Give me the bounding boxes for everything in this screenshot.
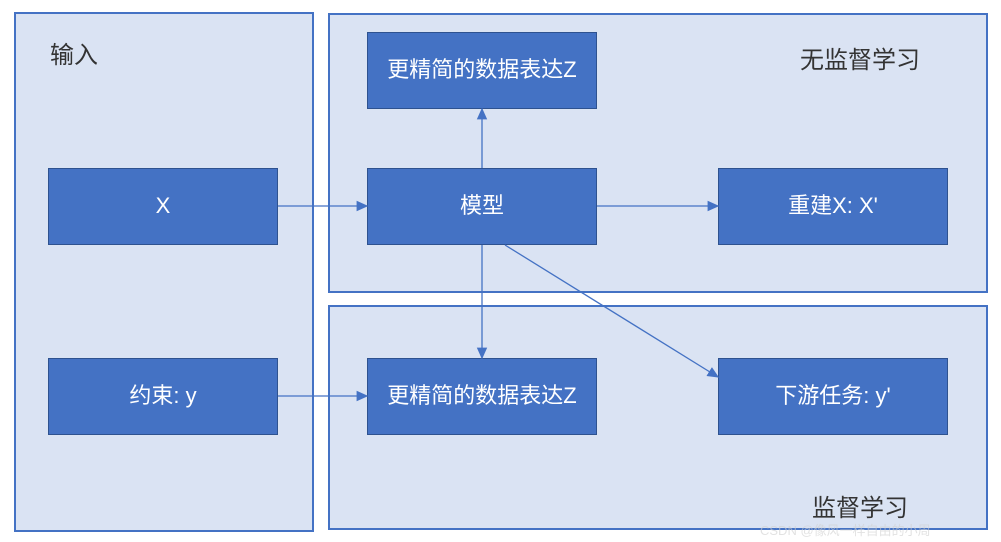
title-input: 输入 <box>50 35 98 70</box>
node-constraint-y: 约束: y <box>48 358 278 435</box>
node-concise-z-bottom: 更精简的数据表达Z <box>367 358 597 435</box>
node-rebuild-x: 重建X: X' <box>718 168 948 245</box>
node-downstream-y: 下游任务: y' <box>718 358 948 435</box>
node-concise-z-top: 更精简的数据表达Z <box>367 32 597 109</box>
node-model: 模型 <box>367 168 597 245</box>
title-unsupervised: 无监督学习 <box>800 40 920 75</box>
node-x: X <box>48 168 278 245</box>
panel-input <box>14 12 314 532</box>
title-supervised: 监督学习 <box>812 488 908 523</box>
watermark-text: CSDN @像风一样自由的小周 <box>760 520 931 539</box>
